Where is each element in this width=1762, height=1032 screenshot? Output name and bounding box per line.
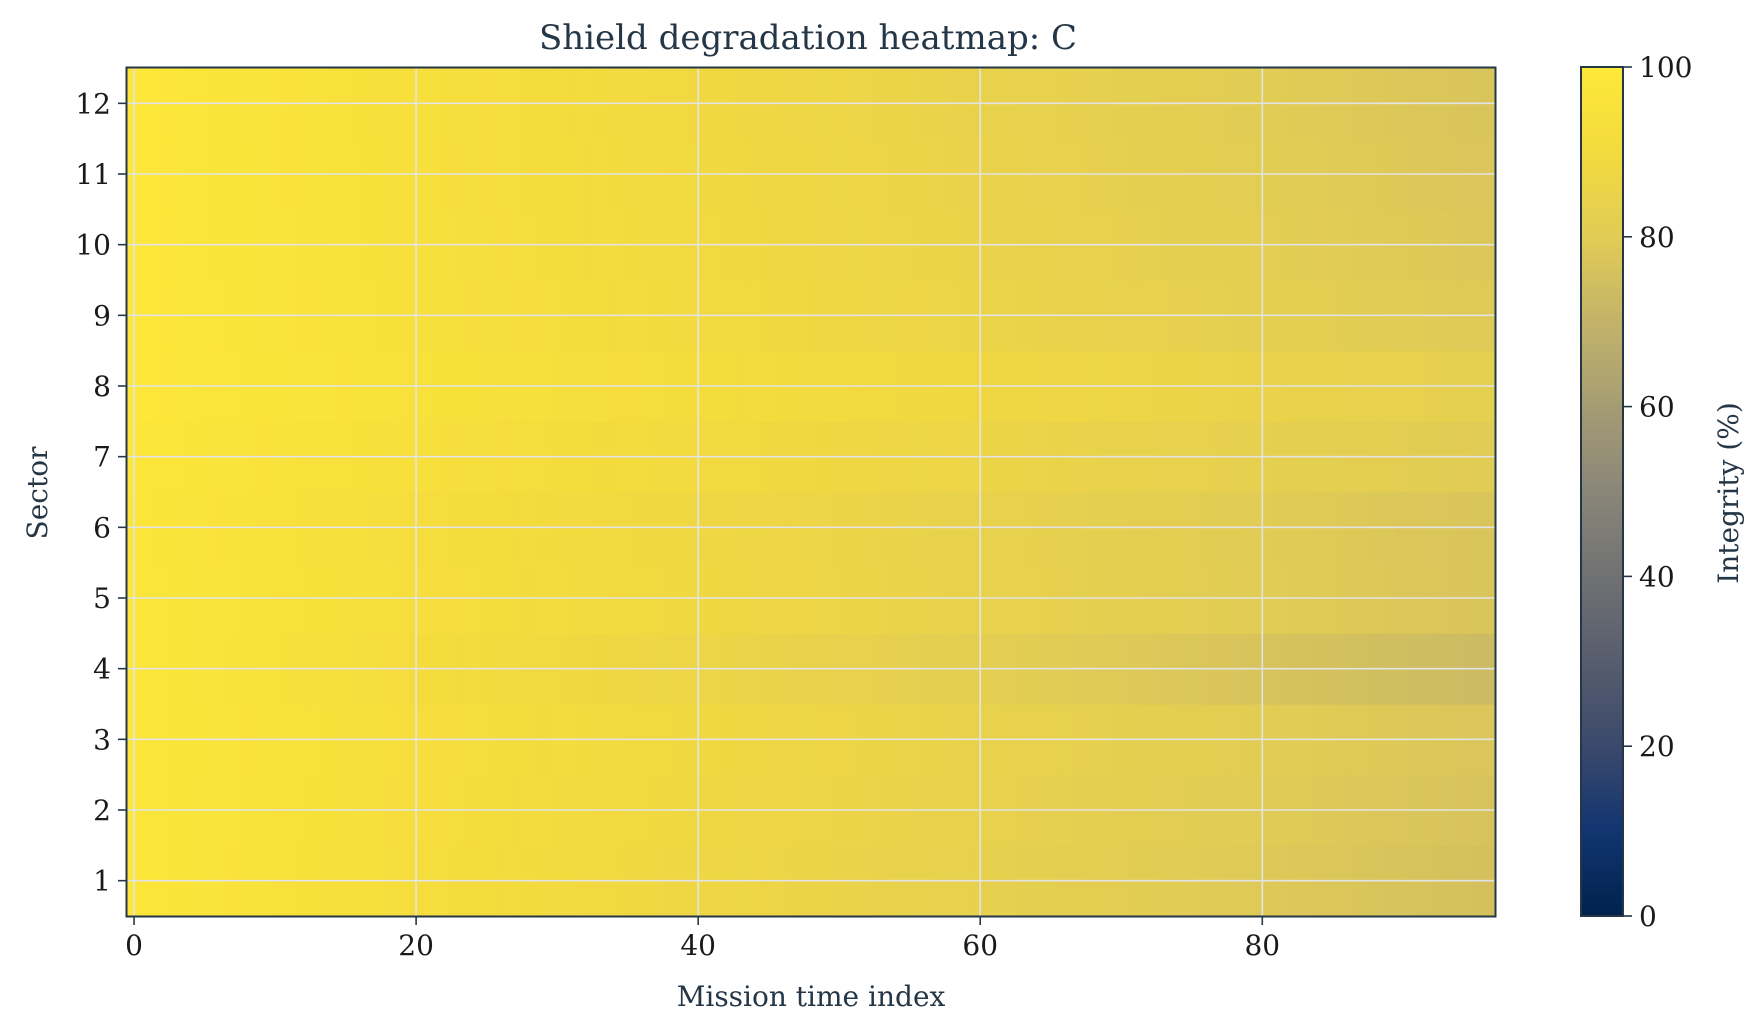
y-tick-label: 6 <box>93 511 111 544</box>
y-tick-label: 3 <box>93 723 111 756</box>
x-tick-label: 80 <box>1244 929 1280 962</box>
colorbar-tick-label: 100 <box>1639 51 1692 84</box>
y-tick-label: 2 <box>93 794 111 827</box>
y-tick-label: 7 <box>93 441 111 474</box>
y-tick-label: 5 <box>93 582 111 615</box>
chart-title: Shield degradation heatmap: C <box>539 18 1077 58</box>
colorbar-tick-label: 0 <box>1639 900 1657 933</box>
y-tick-label: 8 <box>93 370 111 403</box>
colorbar-label: Integrity (%) <box>1712 402 1745 584</box>
y-axis-label: Sector <box>21 446 54 540</box>
x-axis-label: Mission time index <box>677 980 946 1013</box>
y-tick-label: 10 <box>75 229 111 262</box>
y-tick-label: 4 <box>93 653 111 686</box>
y-tick-label: 12 <box>75 87 111 120</box>
plot-frame <box>125 66 1497 918</box>
y-tick-label: 9 <box>93 299 111 332</box>
y-tick-label: 11 <box>75 158 111 191</box>
x-tick-label: 0 <box>125 929 143 962</box>
x-tick-label: 40 <box>680 929 716 962</box>
colorbar-tick-label: 40 <box>1639 560 1675 593</box>
y-tick-label: 1 <box>93 865 111 898</box>
x-tick-label: 60 <box>962 929 998 962</box>
heatmap-cells <box>127 68 1496 917</box>
colorbar-tick-label: 80 <box>1639 221 1675 254</box>
x-tick-label: 20 <box>398 929 434 962</box>
colorbar-ticks: 0 20 40 60 80 100 <box>1623 51 1692 933</box>
x-axis-ticks: 0 20 40 60 80 <box>125 916 1280 962</box>
colorbar <box>1580 66 1624 917</box>
colorbar-tick-label: 20 <box>1639 730 1675 763</box>
grid-lines <box>127 68 1495 916</box>
colorbar-tick-label: 60 <box>1639 391 1675 424</box>
